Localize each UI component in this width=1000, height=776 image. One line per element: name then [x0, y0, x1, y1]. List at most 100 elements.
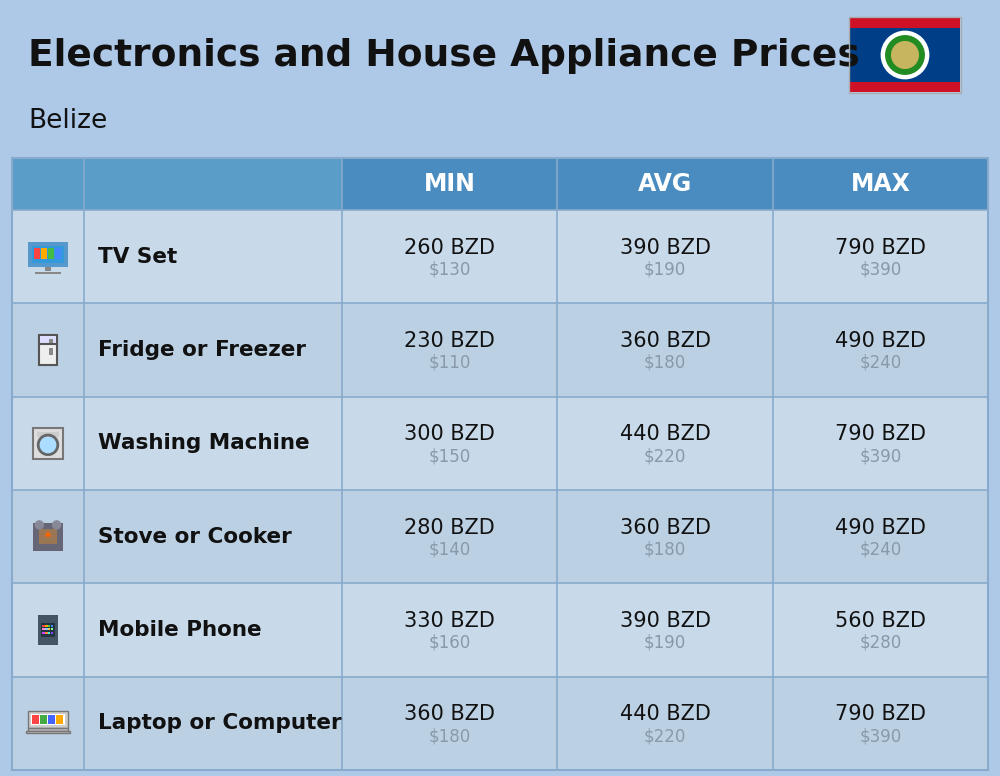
Bar	[12, 158, 988, 770]
Text: AVG: AVG	[638, 172, 692, 196]
Text: 790 BZD: 790 BZD	[835, 705, 926, 724]
Bar	[42, 625, 45, 626]
Bar	[12, 303, 988, 397]
Text: $160: $160	[429, 634, 471, 652]
Text: Electronics and House Appliance Prices: Electronics and House Appliance Prices	[28, 38, 860, 74]
Text: 560 BZD: 560 BZD	[835, 611, 926, 631]
Bar	[31, 715, 65, 725]
Text: 490 BZD: 490 BZD	[835, 518, 926, 538]
Circle shape	[881, 31, 929, 78]
Bar	[28, 728, 68, 731]
Text: $190: $190	[644, 634, 686, 652]
Text: 330 BZD: 330 BZD	[404, 611, 495, 631]
Bar	[48, 629, 50, 630]
Text: 230 BZD: 230 BZD	[404, 331, 495, 351]
Bar	[45, 632, 48, 634]
Bar	[33, 523, 63, 551]
Bar	[35, 272, 61, 274]
Circle shape	[892, 42, 918, 68]
Bar	[40, 715, 47, 724]
Bar	[39, 528, 57, 544]
Bar	[849, 17, 961, 93]
Text: TV Set: TV Set	[98, 247, 177, 267]
Bar	[55, 248, 61, 259]
Bar	[48, 625, 50, 626]
Polygon shape	[43, 531, 53, 538]
Bar	[51, 625, 53, 626]
Text: 360 BZD: 360 BZD	[404, 705, 495, 724]
Text: $180: $180	[644, 354, 686, 372]
Text: $390: $390	[859, 727, 901, 745]
Text: $240: $240	[859, 354, 901, 372]
Bar	[48, 632, 50, 634]
Bar	[49, 348, 53, 355]
Bar	[12, 158, 84, 210]
Text: 390 BZD: 390 BZD	[620, 237, 710, 258]
Text: $140: $140	[429, 541, 471, 559]
Bar	[51, 629, 53, 630]
Bar	[28, 242, 68, 267]
Bar	[33, 428, 63, 459]
Bar	[42, 632, 45, 634]
Text: 390 BZD: 390 BZD	[620, 611, 710, 631]
Bar	[850, 81, 960, 92]
Bar	[41, 248, 47, 259]
Bar	[32, 246, 64, 263]
Bar	[45, 629, 48, 630]
Text: $130: $130	[428, 261, 471, 279]
Bar	[12, 397, 988, 490]
Text: Mobile Phone: Mobile Phone	[98, 620, 262, 640]
Text: $240: $240	[859, 541, 901, 559]
Bar	[12, 584, 988, 677]
Text: Belize: Belize	[28, 108, 107, 134]
Text: 440 BZD: 440 BZD	[620, 424, 710, 445]
Text: 790 BZD: 790 BZD	[835, 237, 926, 258]
Circle shape	[53, 521, 61, 529]
Text: $150: $150	[429, 447, 471, 466]
Bar	[39, 334, 57, 365]
Text: Washing Machine: Washing Machine	[98, 433, 310, 453]
Bar	[28, 712, 68, 728]
Text: $220: $220	[644, 727, 686, 745]
Bar	[41, 622, 55, 637]
Text: 260 BZD: 260 BZD	[404, 237, 495, 258]
Text: 790 BZD: 790 BZD	[835, 424, 926, 445]
Bar	[850, 18, 960, 92]
Text: Stove or Cooker: Stove or Cooker	[98, 527, 292, 546]
Bar	[42, 629, 45, 630]
Text: $180: $180	[644, 541, 686, 559]
Circle shape	[38, 435, 58, 455]
Bar	[557, 158, 773, 210]
Text: 490 BZD: 490 BZD	[835, 331, 926, 351]
Text: $390: $390	[859, 447, 901, 466]
Bar	[48, 715, 55, 724]
Text: Laptop or Computer: Laptop or Computer	[98, 713, 342, 733]
Bar	[40, 335, 56, 345]
Text: $190: $190	[644, 261, 686, 279]
Bar	[34, 248, 40, 259]
Text: $220: $220	[644, 447, 686, 466]
Bar	[48, 248, 54, 259]
Circle shape	[886, 36, 924, 74]
Text: 280 BZD: 280 BZD	[404, 518, 495, 538]
Circle shape	[35, 521, 43, 529]
Text: 360 BZD: 360 BZD	[620, 518, 710, 538]
Bar	[45, 267, 51, 272]
Bar	[12, 210, 988, 303]
Bar	[38, 615, 58, 646]
Text: 300 BZD: 300 BZD	[404, 424, 495, 445]
Bar	[773, 158, 988, 210]
Bar	[342, 158, 557, 210]
Bar	[56, 715, 63, 724]
Bar	[51, 632, 53, 634]
Text: $110: $110	[428, 354, 471, 372]
Bar	[26, 731, 70, 733]
Text: MIN: MIN	[424, 172, 476, 196]
Bar	[49, 339, 53, 343]
Bar	[32, 715, 39, 724]
Bar	[84, 158, 342, 210]
Text: Fridge or Freezer: Fridge or Freezer	[98, 340, 306, 360]
Bar	[45, 625, 48, 626]
Text: $390: $390	[859, 261, 901, 279]
Text: 360 BZD: 360 BZD	[620, 331, 710, 351]
